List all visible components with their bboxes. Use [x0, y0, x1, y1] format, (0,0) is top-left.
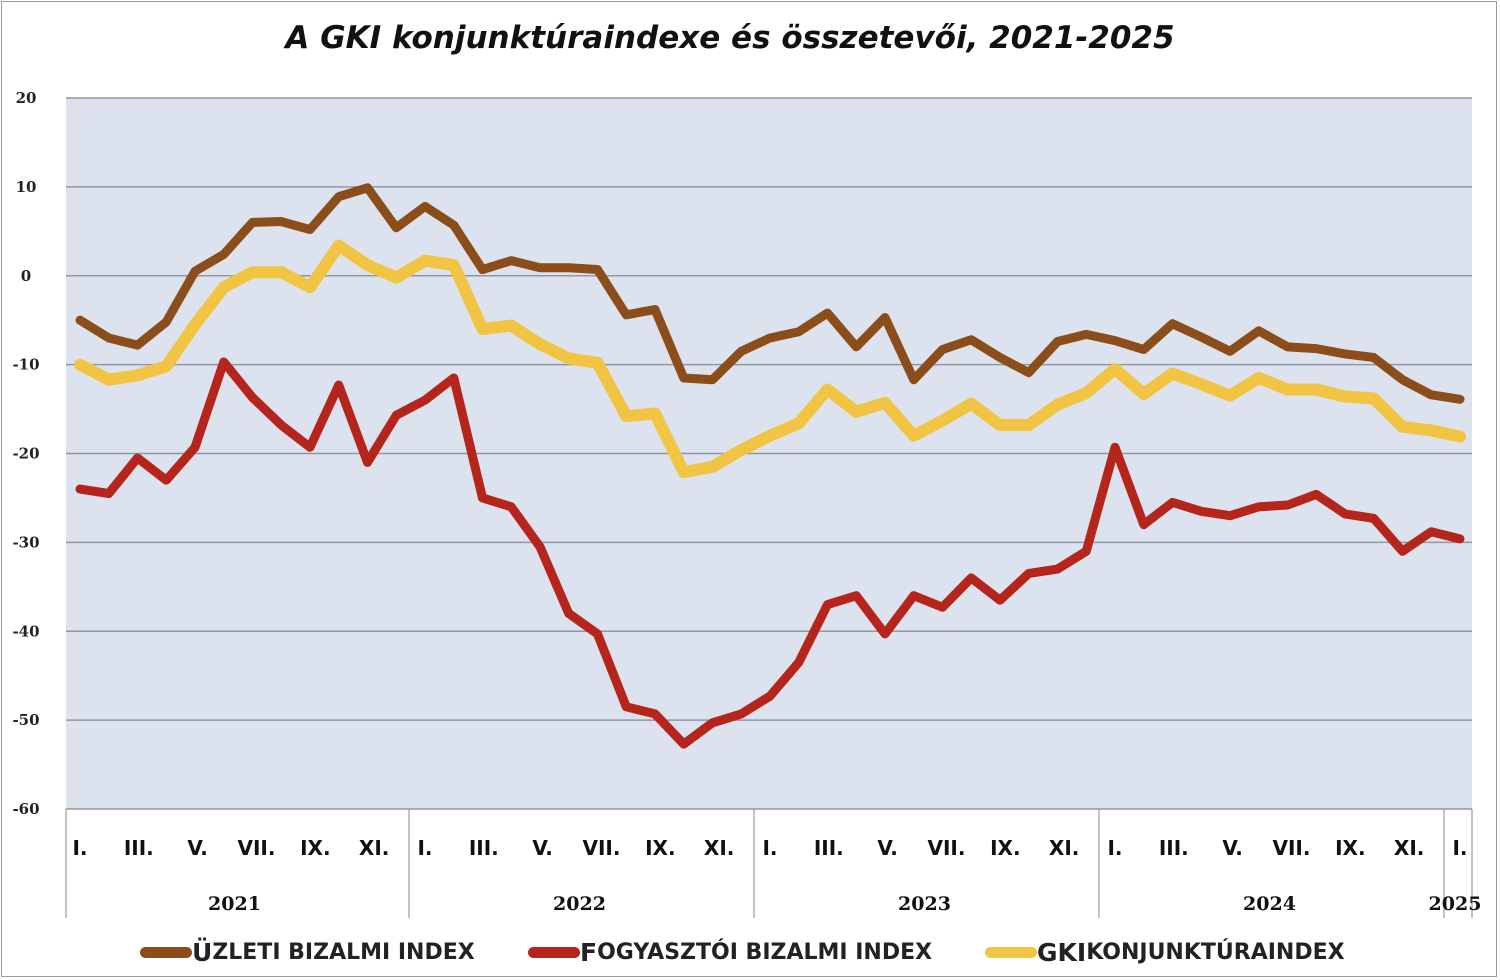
x-tick-label: VII. — [238, 836, 276, 860]
x-tick-label: III. — [814, 836, 844, 860]
chart-title: A GKI konjunktúraindexe és összetevői, 2… — [285, 20, 1175, 56]
x-tick-label: V. — [532, 836, 553, 860]
legend-label: ZLETI BIZALMI INDEX — [212, 940, 475, 965]
x-tick-label: I. — [1452, 836, 1467, 860]
x-tick-label: XI. — [1394, 836, 1424, 860]
x-tick-label: IX. — [645, 836, 675, 860]
x-tick-label: I. — [762, 836, 777, 860]
series-line-2 — [74, 239, 1466, 479]
legend-label: KONJUNKTÚRAINDEX — [1086, 940, 1345, 965]
legend-label-initial: Ü — [192, 938, 213, 967]
legend-label: OGYASZTÓI BIZALMI INDEX — [597, 940, 933, 965]
legend: Ü ZLETI BIZALMI INDEX F OGYASZTÓI BIZALMI I… — [0, 938, 1500, 974]
legend-swatch — [140, 947, 192, 958]
y-tick-label: -60 — [12, 800, 39, 818]
x-tick-label: III. — [1159, 836, 1189, 860]
year-label: 2023 — [898, 893, 951, 915]
x-tick-label: VII. — [1273, 836, 1311, 860]
x-tick-label: XI. — [704, 836, 734, 860]
x-tick-label: III. — [124, 836, 154, 860]
legend-item: F OGYASZTÓI BIZALMI INDEX — [528, 938, 932, 967]
legend-swatch — [985, 947, 1037, 958]
y-tick-label: -50 — [12, 711, 39, 729]
y-tick-label: 10 — [16, 178, 37, 196]
y-tick-label: 20 — [16, 89, 37, 107]
x-tick-label: XI. — [359, 836, 389, 860]
year-label: 2021 — [208, 893, 261, 915]
x-tick-label: I. — [1107, 836, 1122, 860]
legend-item: Ü ZLETI BIZALMI INDEX — [140, 938, 475, 967]
legend-label-initial: GKI — [1037, 938, 1087, 967]
y-tick-label: 0 — [21, 267, 31, 285]
y-tick-label: -40 — [12, 622, 39, 640]
x-tick-label: IX. — [990, 836, 1020, 860]
x-tick-label: V. — [187, 836, 208, 860]
x-tick-label: I. — [417, 836, 432, 860]
x-tick-label: VII. — [583, 836, 621, 860]
x-tick-label: IX. — [300, 836, 330, 860]
year-label: 2024 — [1243, 893, 1296, 915]
year-label: 2022 — [553, 893, 606, 915]
legend-swatch — [528, 947, 580, 958]
x-tick-label: XI. — [1049, 836, 1079, 860]
y-tick-label: -10 — [12, 356, 39, 374]
legend-label-initial: F — [580, 938, 598, 967]
x-tick-label: IX. — [1335, 836, 1365, 860]
x-tick-label: VII. — [928, 836, 966, 860]
series-line-1 — [75, 357, 1465, 749]
x-tick-label: V. — [1222, 836, 1243, 860]
series-line-0 — [75, 183, 1465, 404]
y-tick-label: -20 — [12, 445, 39, 463]
y-tick-label: -30 — [12, 533, 39, 551]
x-tick-label: I. — [72, 836, 87, 860]
year-label: 2025 — [1429, 893, 1482, 915]
x-tick-label: V. — [877, 836, 898, 860]
x-tick-label: III. — [469, 836, 499, 860]
legend-item: GKI KONJUNKTÚRAINDEX — [985, 938, 1345, 967]
